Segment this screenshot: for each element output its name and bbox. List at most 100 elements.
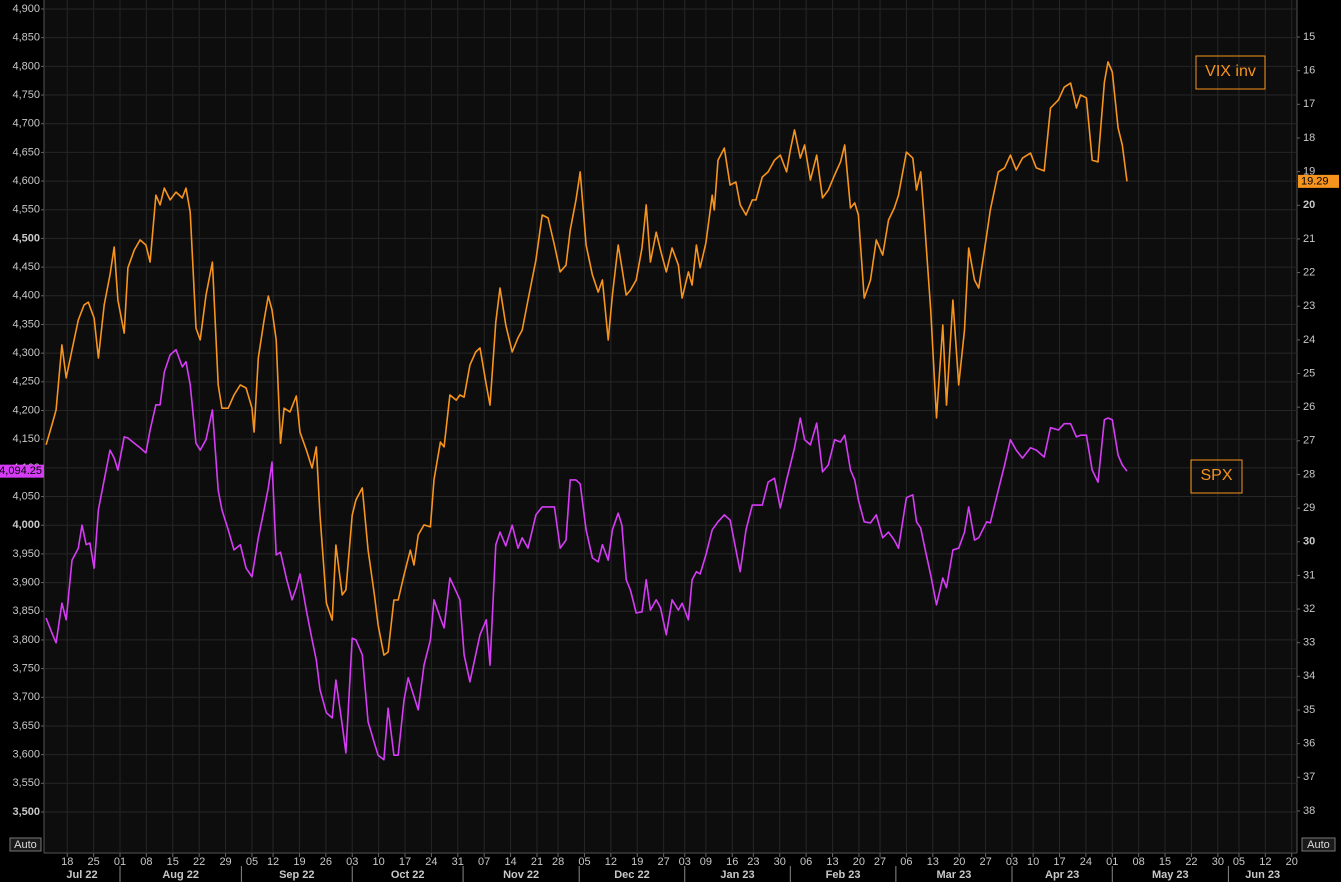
month-label: Nov 22: [503, 869, 539, 881]
y2-tick-label: 33: [1303, 637, 1315, 649]
legend-item: SPX: [1190, 459, 1243, 494]
x-tick-label: 30: [1212, 856, 1224, 868]
x-tick-label: 08: [1133, 856, 1145, 868]
y2-tick-label: 24: [1303, 334, 1315, 346]
y2-tick-label: 29: [1303, 502, 1315, 514]
x-tick-label: 22: [193, 856, 205, 868]
x-tick-label: 30: [774, 856, 786, 868]
y2-tick-label: 34: [1303, 670, 1315, 682]
y2-tick-label: 38: [1303, 805, 1315, 817]
x-tick-label: 18: [61, 856, 73, 868]
last-value-tag: 19.29: [1298, 174, 1339, 188]
button-label[interactable]: Auto: [1307, 839, 1330, 851]
y-tick-label: 4,150: [12, 433, 40, 445]
month-label: May 23: [1152, 869, 1189, 881]
y-tick-label: 4,800: [12, 60, 40, 72]
x-tick-label: 12: [267, 856, 279, 868]
x-tick-label: 24: [425, 856, 437, 868]
y-tick-label: 4,250: [12, 376, 40, 388]
x-tick-label: 20: [1286, 856, 1298, 868]
x-tick-label: 17: [399, 856, 411, 868]
y-tick-label: 3,800: [12, 634, 40, 646]
y-tick-label: 4,350: [12, 318, 40, 330]
y2-tick-label: 26: [1303, 401, 1315, 413]
x-tick-label: 01: [114, 856, 126, 868]
button-frame[interactable]: [9, 837, 42, 852]
month-label: Feb 23: [826, 869, 861, 881]
button-frame[interactable]: [1301, 837, 1336, 852]
y2-tick-label: 23: [1303, 300, 1315, 312]
button-label[interactable]: Auto: [14, 839, 37, 851]
month-label: Apr 23: [1045, 869, 1079, 881]
last-value-box: [1298, 174, 1339, 188]
x-tick-label: 06: [900, 856, 912, 868]
x-tick-label: 09: [700, 856, 712, 868]
legend-label: VIX inv: [1205, 63, 1256, 80]
y2-tick-label: 32: [1303, 603, 1315, 615]
y-tick-label: 4,900: [12, 3, 40, 15]
x-tick-label: 17: [1053, 856, 1065, 868]
y-tick-label: 3,650: [12, 720, 40, 732]
x-tick-label: 26: [320, 856, 332, 868]
y-tick-label: 4,450: [12, 261, 40, 273]
grid: [44, 0, 1297, 853]
x-tick-label: 10: [373, 856, 385, 868]
month-label: Dec 22: [614, 869, 649, 881]
y2-tick-label: 19: [1303, 166, 1315, 178]
month-label: Jul 22: [66, 869, 97, 881]
legend-box: [1195, 55, 1266, 90]
auto-button-left[interactable]: Auto: [9, 837, 42, 852]
y2-tick-label: 35: [1303, 704, 1315, 716]
y-tick-label: 3,500: [12, 806, 40, 818]
x-tick-label: 19: [631, 856, 643, 868]
x-tick-label: 06: [800, 856, 812, 868]
month-label: Aug 22: [162, 869, 199, 881]
x-tick-label: 12: [605, 856, 617, 868]
y2-tick-label: 22: [1303, 266, 1315, 278]
legend-label: SPX: [1200, 467, 1232, 484]
last-value-box: [0, 464, 44, 478]
x-tick-label: 25: [87, 856, 99, 868]
x-tick-label: 05: [1233, 856, 1245, 868]
x-tick-label: 16: [726, 856, 738, 868]
auto-button-right[interactable]: Auto: [1301, 837, 1336, 852]
series-line: [45, 61, 1128, 656]
last-value-tag: 4,094.25: [0, 464, 44, 478]
x-tick-label: 03: [1006, 856, 1018, 868]
y2-tick-label: 37: [1303, 771, 1315, 783]
x-tick-label: 28: [552, 856, 564, 868]
y2-tick-label: 15: [1303, 31, 1315, 43]
x-tick-label: 20: [853, 856, 865, 868]
x-tick-label: 29: [219, 856, 231, 868]
month-label: Oct 22: [391, 869, 425, 881]
month-label: Jan 23: [720, 869, 754, 881]
last-value-label: 19.29: [1301, 175, 1329, 187]
x-tick-label: 21: [531, 856, 543, 868]
y-tick-label: 4,700: [12, 118, 40, 130]
x-tick-label: 13: [927, 856, 939, 868]
x-tick-label: 27: [979, 856, 991, 868]
x-tick-label: 07: [478, 856, 490, 868]
y2-tick-label: 27: [1303, 435, 1315, 447]
y-tick-label: 4,300: [12, 347, 40, 359]
y2-tick-label: 21: [1303, 233, 1315, 245]
y-tick-label: 3,750: [12, 663, 40, 675]
y2-tick-label: 18: [1303, 132, 1315, 144]
y2-tick-label: 20: [1303, 199, 1315, 211]
y2-tick-label: 36: [1303, 738, 1315, 750]
x-tick-label: 22: [1185, 856, 1197, 868]
x-tick-label: 24: [1080, 856, 1092, 868]
x-tick-label: 27: [658, 856, 670, 868]
y2-tick-label: 30: [1303, 536, 1315, 548]
month-label: Sep 22: [279, 869, 314, 881]
y-tick-label: 3,600: [12, 749, 40, 761]
y-tick-label: 4,650: [12, 146, 40, 158]
series-line: [45, 348, 1128, 761]
month-label: Mar 23: [936, 869, 971, 881]
x-tick-label: 03: [346, 856, 358, 868]
x-tick-label: 13: [826, 856, 838, 868]
y-tick-label: 4,500: [12, 232, 40, 244]
x-tick-label: 15: [1159, 856, 1171, 868]
plot-area: [44, 0, 1297, 853]
